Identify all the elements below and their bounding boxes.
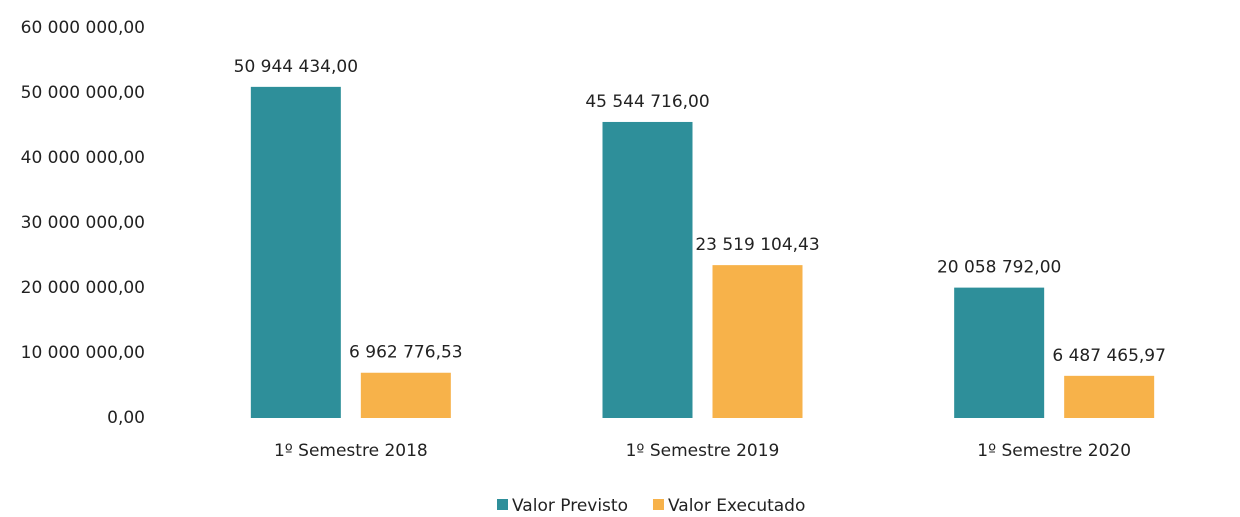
x-tick-label: 1º Semestre 2019 [626, 441, 780, 461]
bar [1064, 375, 1155, 418]
legend-swatch [497, 499, 508, 510]
value-label: 6 962 776,53 [349, 343, 463, 363]
bar [360, 372, 451, 418]
bar [712, 265, 803, 418]
y-tick-label: 40 000 000,00 [21, 148, 145, 168]
bar [954, 287, 1045, 418]
y-tick-label: 20 000 000,00 [21, 278, 145, 298]
value-label: 45 544 716,00 [585, 92, 709, 112]
value-label: 20 058 792,00 [937, 258, 1061, 278]
x-tick-label: 1º Semestre 2018 [274, 441, 428, 461]
y-tick-label: 0,00 [107, 408, 145, 428]
value-label: 23 519 104,43 [695, 235, 819, 255]
legend-label: Valor Executado [668, 496, 805, 516]
y-tick-label: 60 000 000,00 [21, 18, 145, 38]
x-tick-label: 1º Semestre 2020 [977, 441, 1131, 461]
value-label: 6 487 465,97 [1052, 346, 1166, 366]
legend-swatch [652, 499, 664, 510]
legend-label: Valor Previsto [512, 496, 628, 516]
y-tick-label: 50 000 000,00 [21, 83, 145, 103]
value-label: 50 944 434,00 [234, 57, 358, 77]
y-tick-label: 30 000 000,00 [21, 213, 145, 233]
y-tick-label: 10 000 000,00 [21, 343, 145, 363]
bar [250, 86, 341, 418]
bar [602, 121, 693, 418]
